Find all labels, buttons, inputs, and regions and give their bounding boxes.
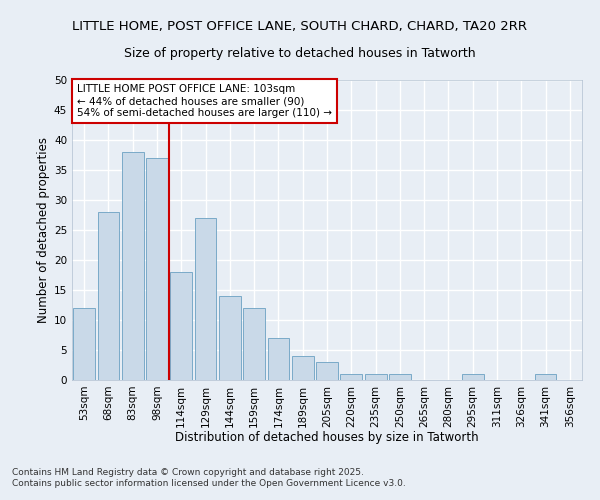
Text: LITTLE HOME, POST OFFICE LANE, SOUTH CHARD, CHARD, TA20 2RR: LITTLE HOME, POST OFFICE LANE, SOUTH CHA…: [73, 20, 527, 33]
Bar: [122, 152, 143, 380]
Bar: [170, 272, 192, 380]
Bar: [365, 374, 386, 380]
Text: LITTLE HOME POST OFFICE LANE: 103sqm
← 44% of detached houses are smaller (90)
5: LITTLE HOME POST OFFICE LANE: 103sqm ← 4…: [77, 84, 332, 117]
Bar: [462, 374, 484, 380]
Bar: [219, 296, 241, 380]
Bar: [146, 158, 168, 380]
Bar: [73, 308, 95, 380]
Bar: [243, 308, 265, 380]
Text: Size of property relative to detached houses in Tatworth: Size of property relative to detached ho…: [124, 48, 476, 60]
Bar: [535, 374, 556, 380]
Bar: [268, 338, 289, 380]
X-axis label: Distribution of detached houses by size in Tatworth: Distribution of detached houses by size …: [175, 431, 479, 444]
Y-axis label: Number of detached properties: Number of detached properties: [37, 137, 50, 323]
Text: Contains HM Land Registry data © Crown copyright and database right 2025.
Contai: Contains HM Land Registry data © Crown c…: [12, 468, 406, 487]
Bar: [389, 374, 411, 380]
Bar: [316, 362, 338, 380]
Bar: [292, 356, 314, 380]
Bar: [194, 218, 217, 380]
Bar: [340, 374, 362, 380]
Bar: [97, 212, 119, 380]
